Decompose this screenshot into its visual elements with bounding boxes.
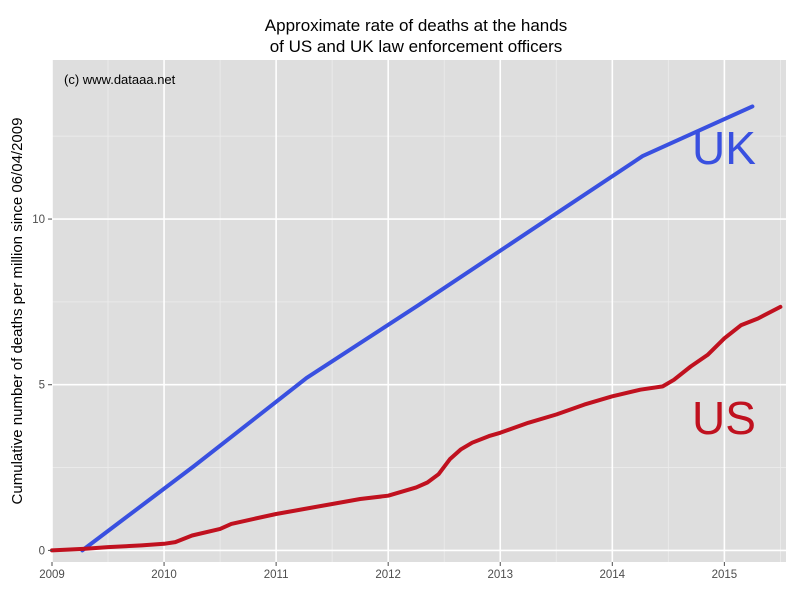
x-axis: 2009 2010 2011 2012 2013 2014 2015: [39, 562, 737, 581]
x-tick-label: 2009: [39, 569, 65, 581]
x-tick-label: 2014: [600, 569, 626, 581]
watermark: (c) www.dataaa.net: [64, 72, 176, 87]
x-tick-label: 2012: [375, 569, 401, 581]
chart-title-line-2: of US and UK law enforcement officers: [270, 37, 563, 56]
series-label-us: US: [692, 392, 756, 444]
y-axis: 0 5 10: [32, 214, 52, 557]
y-axis-label: Cumulative number of deaths per million …: [9, 118, 26, 505]
x-tick-label: 2015: [712, 569, 738, 581]
series-layer: [50, 104, 783, 553]
x-tick-label: 2013: [487, 569, 513, 581]
y-tick-label: 5: [39, 380, 45, 392]
plot-background: [52, 60, 786, 562]
chart-title-line-1: Approximate rate of deaths at the hands: [265, 16, 567, 35]
series-label-uk: UK: [692, 122, 756, 174]
y-tick-label: 0: [39, 545, 45, 557]
y-tick-label: 10: [32, 214, 45, 226]
x-tick-label: 2010: [151, 569, 177, 581]
series-line-us: [50, 304, 783, 553]
series-line-uk: [80, 104, 755, 553]
x-tick-label: 2011: [264, 569, 289, 581]
